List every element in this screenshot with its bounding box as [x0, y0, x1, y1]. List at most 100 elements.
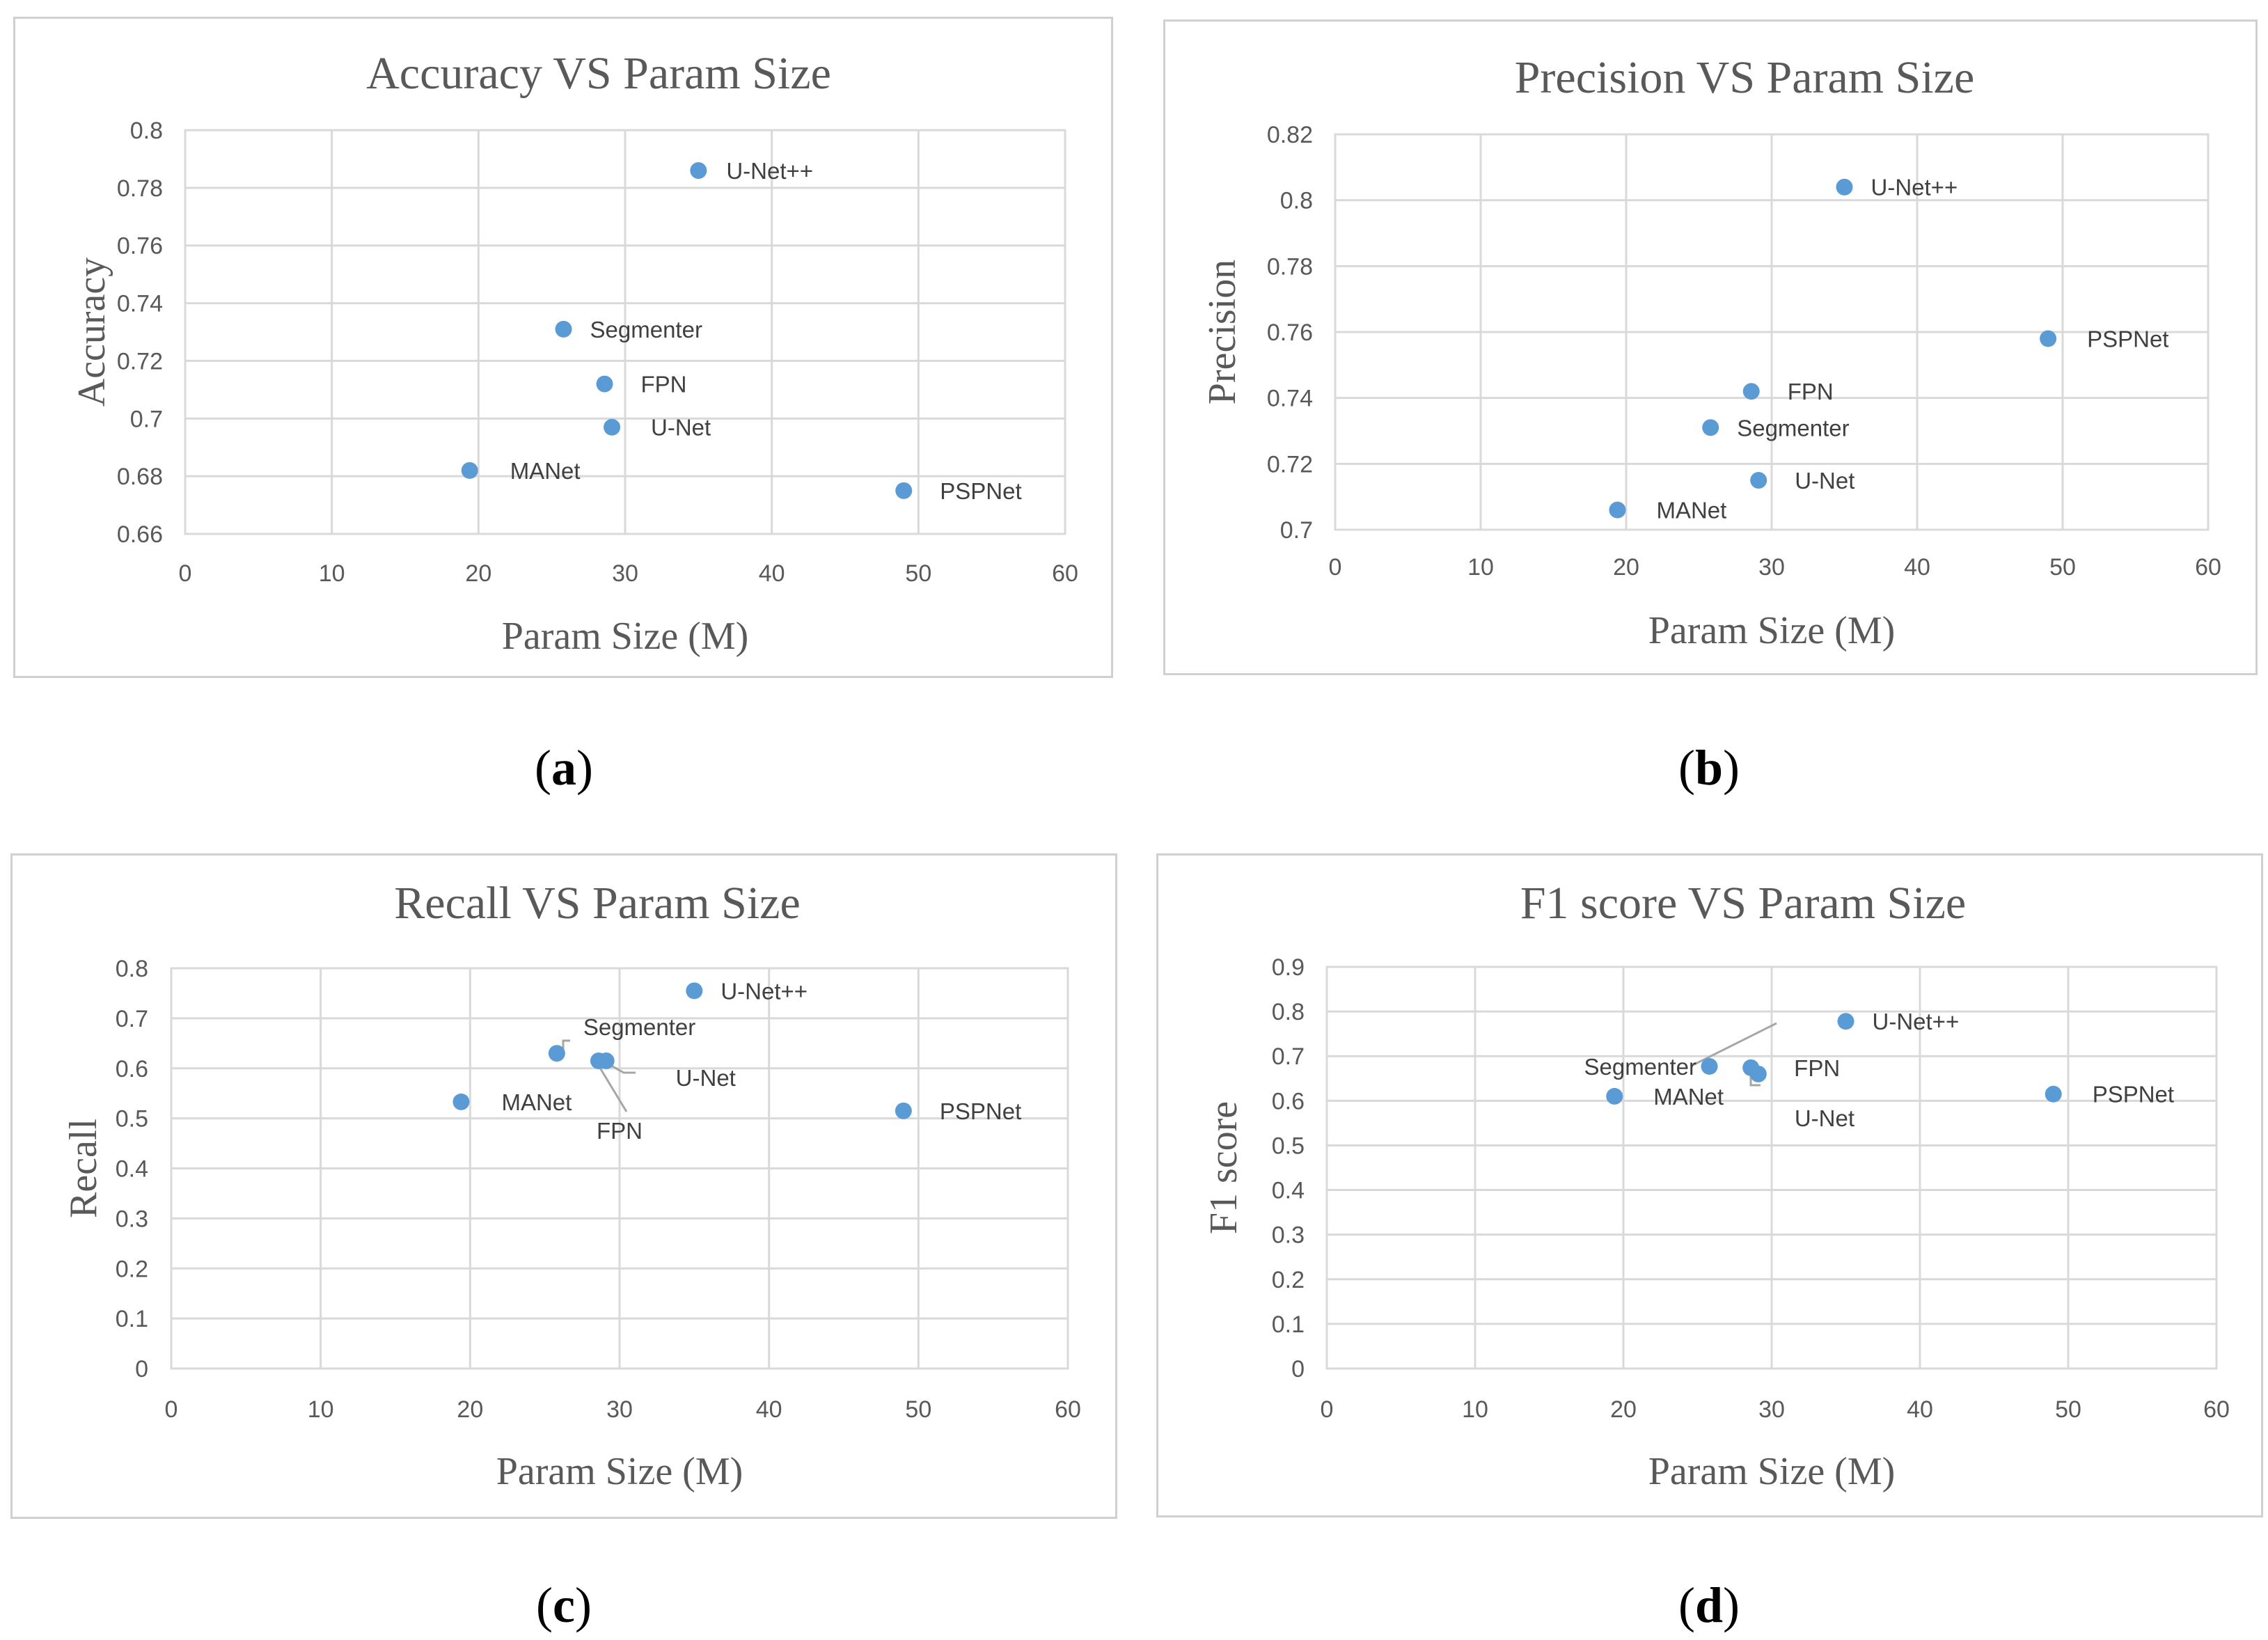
data-point-u-net	[690, 162, 707, 179]
chart-title: Precision VS Param Size	[1515, 52, 1975, 103]
data-label-segmenter: Segmenter	[1737, 415, 1849, 441]
x-tick-label: 50	[2055, 1396, 2081, 1423]
plot-frame	[184, 129, 1066, 535]
data-label-manet: MANet	[510, 458, 581, 484]
plot-frame	[1334, 133, 2210, 531]
data-point-segmenter	[548, 1045, 565, 1062]
y-tick-label: 0.66	[117, 521, 163, 548]
x-axis-title: Param Size (M)	[496, 1450, 743, 1493]
data-point-u-net	[1750, 472, 1767, 489]
label-leader-line	[1691, 1022, 1777, 1067]
y-tick-label: 0	[135, 1356, 148, 1382]
data-label-segmenter: Segmenter	[1584, 1054, 1696, 1080]
data-point-u-net	[1749, 1065, 1767, 1082]
data-point-segmenter	[1701, 1057, 1718, 1075]
y-tick-label: 0.72	[117, 348, 163, 374]
caption-c: (c)	[536, 1577, 592, 1633]
y-tick-label: 0.3	[1272, 1222, 1305, 1249]
chart-panel-recall: 0 0.1 0.2 0.3 0.4 0.5 0.6 0.7 0.8 0 10 20 30 40 50 60 Re…	[10, 853, 1117, 1519]
x-tick-label: 30	[1758, 1396, 1785, 1423]
x-tick-label: 10	[1462, 1396, 1488, 1423]
y-tick-label: 0.78	[117, 175, 163, 202]
data-label-pspnet: PSPNet	[2087, 326, 2168, 352]
y-tick-label: 0.4	[116, 1156, 148, 1183]
x-tick-label: 40	[759, 560, 785, 587]
data-point-pspnet	[895, 482, 913, 499]
data-label-u-net: U-Net	[651, 415, 711, 441]
y-tick-label: 0.5	[1272, 1133, 1305, 1159]
x-tick-label: 10	[1467, 554, 1494, 581]
x-tick-label: 50	[905, 1396, 931, 1423]
y-tick-label: 0.68	[117, 464, 163, 490]
data-label-segmenter: Segmenter	[590, 317, 702, 342]
x-tick-label: 60	[2195, 554, 2221, 581]
y-tick-label: 0.7	[116, 1006, 148, 1032]
data-label-segmenter: Segmenter	[583, 1014, 695, 1040]
y-tick-label: 0.8	[1272, 999, 1305, 1025]
x-tick-label: 20	[1610, 1396, 1637, 1423]
y-tick-label: 0.6	[116, 1056, 148, 1082]
y-tick-label: 0.8	[116, 956, 148, 982]
x-tick-label: 40	[1907, 1396, 1933, 1423]
chart-panel-accuracy: 0.66 0.68 0.7 0.72 0.74 0.76 0.78 0.8 0 10 20 30 40 5…	[13, 17, 1113, 678]
y-tick-label: 0.7	[1280, 517, 1313, 544]
y-tick-label: 0.5	[116, 1106, 148, 1133]
data-label-u-net: U-Net++	[1871, 175, 1958, 200]
y-tick-label: 0.74	[1267, 386, 1313, 412]
y-tick-label: 0.8	[1280, 188, 1313, 214]
caption-b: (b)	[1678, 740, 1740, 796]
data-point-manet	[452, 1093, 470, 1110]
chart-title: Accuracy VS Param Size	[366, 48, 831, 99]
y-tick-label: 0.9	[1272, 954, 1305, 981]
y-tick-label: 0.2	[1272, 1267, 1305, 1293]
y-tick-label: 0.82	[1267, 122, 1313, 148]
y-tick-label: 0.76	[117, 233, 163, 260]
x-axis-title: Param Size (M)	[1648, 1450, 1896, 1493]
data-label-manet: MANet	[1653, 1084, 1724, 1110]
x-tick-label: 0	[165, 1396, 178, 1423]
y-tick-label: 0.1	[116, 1306, 148, 1332]
data-label-fpn: FPN	[641, 372, 687, 397]
x-tick-label: 20	[465, 560, 491, 587]
x-axis-title: Param Size (M)	[502, 615, 749, 658]
x-tick-label: 40	[1904, 554, 1930, 581]
data-label-manet: MANet	[1656, 498, 1726, 523]
chart-recall: 0 0.1 0.2 0.3 0.4 0.5 0.6 0.7 0.8 0 10 20 30 40 50 60 Re…	[62, 878, 1081, 1493]
y-tick-label: 0.3	[116, 1206, 148, 1232]
plot-frame	[1325, 965, 2218, 1370]
data-label-pspnet: PSPNet	[940, 1098, 1021, 1124]
chart-title: Recall VS Param Size	[394, 878, 801, 929]
x-tick-label: 0	[179, 560, 192, 587]
caption-d: (d)	[1678, 1577, 1740, 1633]
x-tick-label: 40	[756, 1396, 782, 1423]
data-point-u-net	[686, 982, 703, 1000]
data-label-u-net: U-Net	[1795, 1105, 1854, 1131]
data-point-manet	[1606, 1087, 1623, 1105]
data-label-pspnet: PSPNet	[940, 478, 1021, 504]
data-point-u-net	[1837, 1013, 1854, 1030]
y-tick-label: 0.78	[1267, 253, 1313, 280]
data-point-u-net	[1836, 178, 1853, 196]
y-tick-label: 0.74	[117, 291, 163, 317]
x-tick-label: 60	[1052, 560, 1078, 587]
data-point-fpn	[590, 1052, 607, 1069]
x-tick-label: 60	[1055, 1396, 1081, 1423]
data-point-fpn	[596, 375, 613, 393]
data-label-u-net: U-Net++	[726, 158, 813, 184]
data-label-u-net: U-Net	[676, 1065, 736, 1091]
chart-accuracy: 0.66 0.68 0.7 0.72 0.74 0.76 0.78 0.8 0 10 20 30 40 5…	[70, 48, 1078, 658]
data-label-u-net: U-Net++	[1873, 1009, 1960, 1034]
y-tick-label: 0.6	[1272, 1088, 1305, 1114]
data-point-pspnet	[895, 1102, 912, 1119]
data-point-pspnet	[2040, 330, 2057, 347]
y-tick-label: 0.72	[1267, 451, 1313, 478]
x-tick-label: 0	[1329, 554, 1342, 581]
data-label-pspnet: PSPNet	[2093, 1082, 2174, 1107]
x-tick-label: 30	[612, 560, 638, 587]
data-point-u-net	[604, 418, 621, 436]
y-axis-title: F1 score	[1202, 1101, 1245, 1234]
y-tick-label: 0.2	[116, 1256, 148, 1282]
data-point-pspnet	[2045, 1085, 2062, 1103]
label-leader-line	[595, 1062, 628, 1112]
data-label-fpn: FPN	[597, 1118, 643, 1144]
